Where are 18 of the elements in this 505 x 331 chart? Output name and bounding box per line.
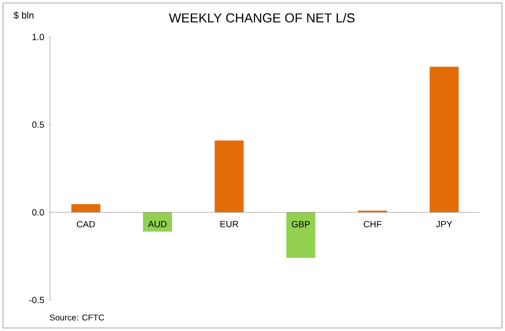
x-tick-label: AUD	[148, 220, 167, 228]
chart-title: WEEKLY CHANGE OF NET L/S	[168, 12, 354, 22]
x-tick-label: CAD	[76, 220, 95, 228]
x-tick-label: EUR	[220, 220, 238, 228]
source-note: Source: CFTC	[50, 314, 104, 320]
y-axis-title: $ bln	[14, 12, 34, 20]
y-tick-label: 0.0	[32, 209, 44, 216]
x-tick-label: CHF	[364, 220, 382, 228]
x-tick-label: GBP	[292, 220, 310, 228]
bar	[214, 140, 244, 212]
bar	[71, 204, 100, 212]
y-tick-label: 1.0	[32, 34, 44, 40]
bar	[143, 212, 172, 232]
x-tick-label: JPY	[436, 220, 452, 228]
bar	[430, 66, 459, 212]
y-tick-label: 0.5	[32, 121, 44, 128]
bar	[286, 212, 316, 258]
y-tick-label: -0.5	[29, 296, 44, 304]
